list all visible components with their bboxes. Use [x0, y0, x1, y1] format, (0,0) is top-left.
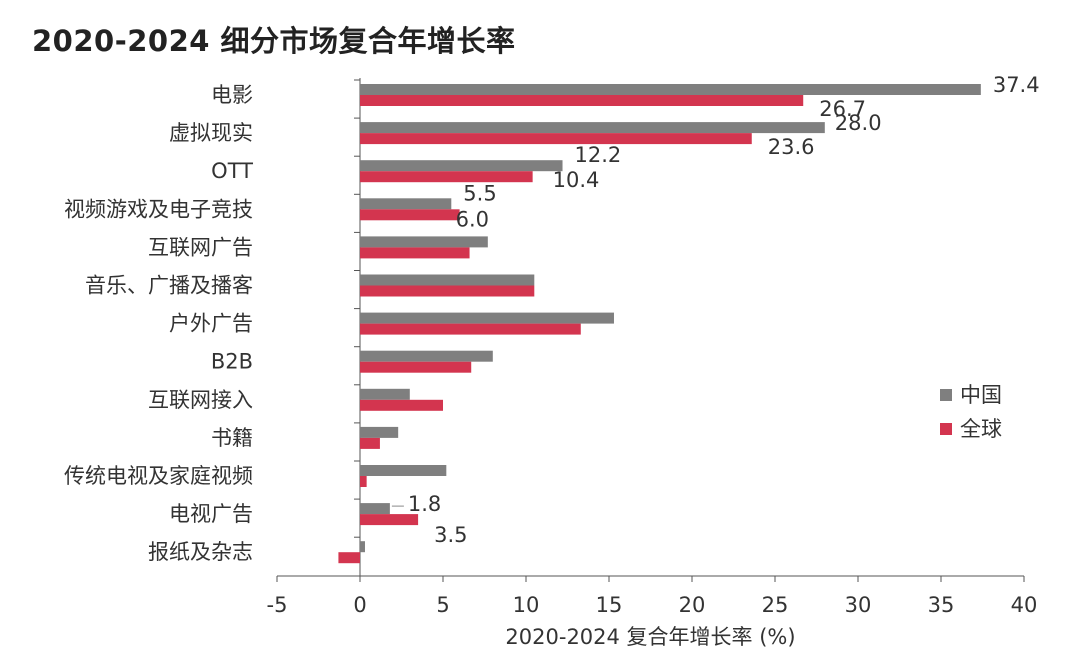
- bar-china: [360, 541, 365, 553]
- legend-swatch-global: [940, 423, 952, 435]
- category-label: 互联网广告: [148, 235, 253, 259]
- chart-title: 2020-2024 细分市场复合年增长率: [32, 24, 516, 58]
- category-label: 书籍: [211, 426, 253, 450]
- x-tick-label: 0: [353, 593, 366, 617]
- bar-global: [360, 361, 472, 373]
- x-tick-label: 20: [679, 593, 706, 617]
- bar-global: [338, 552, 360, 564]
- category-label: 传统电视及家庭视频: [64, 464, 253, 488]
- category-label: 互联网接入: [148, 388, 253, 412]
- bar-global: [360, 133, 752, 145]
- bar-global: [360, 399, 443, 411]
- category-label: OTT: [211, 159, 253, 183]
- data-label-china: 28.0: [835, 111, 882, 135]
- x-tick-label: 35: [928, 593, 955, 617]
- x-tick-label: -5: [267, 593, 288, 617]
- bar-global: [360, 437, 380, 449]
- bar-china: [360, 198, 452, 210]
- x-tick-label: 30: [845, 593, 872, 617]
- data-label-china: 5.5: [463, 181, 496, 205]
- x-axis-title: 2020-2024 复合年增长率 (%): [505, 625, 795, 649]
- data-label-china: 37.4: [993, 73, 1040, 97]
- data-label-china: 12.2: [575, 143, 622, 167]
- data-label-global: 10.4: [553, 168, 600, 192]
- bar-china: [360, 426, 399, 438]
- category-label: 户外广告: [169, 312, 253, 336]
- bar-china: [360, 388, 410, 400]
- bar-global: [360, 247, 470, 259]
- category-label: 电视广告: [169, 502, 253, 526]
- category-label: 报纸及杂志: [148, 540, 253, 564]
- bar-global: [360, 171, 533, 183]
- data-label-global: 3.5: [434, 523, 467, 547]
- category-label: 音乐、广播及播客: [85, 274, 253, 298]
- bar-global: [360, 323, 581, 335]
- data-label-global: 6.0: [456, 207, 489, 231]
- bar-china: [360, 465, 447, 476]
- legend-label-china: 中国: [960, 383, 1002, 407]
- bar-china: [360, 84, 981, 95]
- category-label: 虚拟现实: [169, 121, 253, 145]
- x-tick-label: 15: [596, 593, 623, 617]
- bar-china: [360, 160, 563, 172]
- bar-china: [360, 122, 825, 134]
- bar-global: [360, 209, 460, 221]
- category-label: 电影: [211, 83, 253, 107]
- x-tick-label: 40: [1011, 593, 1038, 617]
- category-label: B2B: [211, 350, 253, 374]
- legend-swatch-china: [940, 389, 952, 401]
- x-tick-label: 25: [762, 593, 789, 617]
- data-label-global: 26.7: [819, 97, 866, 121]
- bar-china: [360, 312, 614, 324]
- bar-china: [360, 236, 488, 248]
- legend-label-global: 全球: [960, 417, 1002, 441]
- data-label-china: 1.8: [408, 492, 441, 516]
- x-tick-label: 10: [513, 593, 540, 617]
- x-tick-label: 5: [436, 593, 449, 617]
- bar-china: [360, 350, 493, 362]
- category-label: 视频游戏及电子竞技: [64, 197, 253, 221]
- bar-global: [360, 476, 367, 487]
- bar-global: [360, 95, 804, 106]
- bar-china: [360, 274, 535, 286]
- bar-global: [360, 514, 419, 526]
- data-label-global: 23.6: [768, 135, 815, 159]
- bar-china: [360, 503, 390, 515]
- bar-global: [360, 285, 535, 297]
